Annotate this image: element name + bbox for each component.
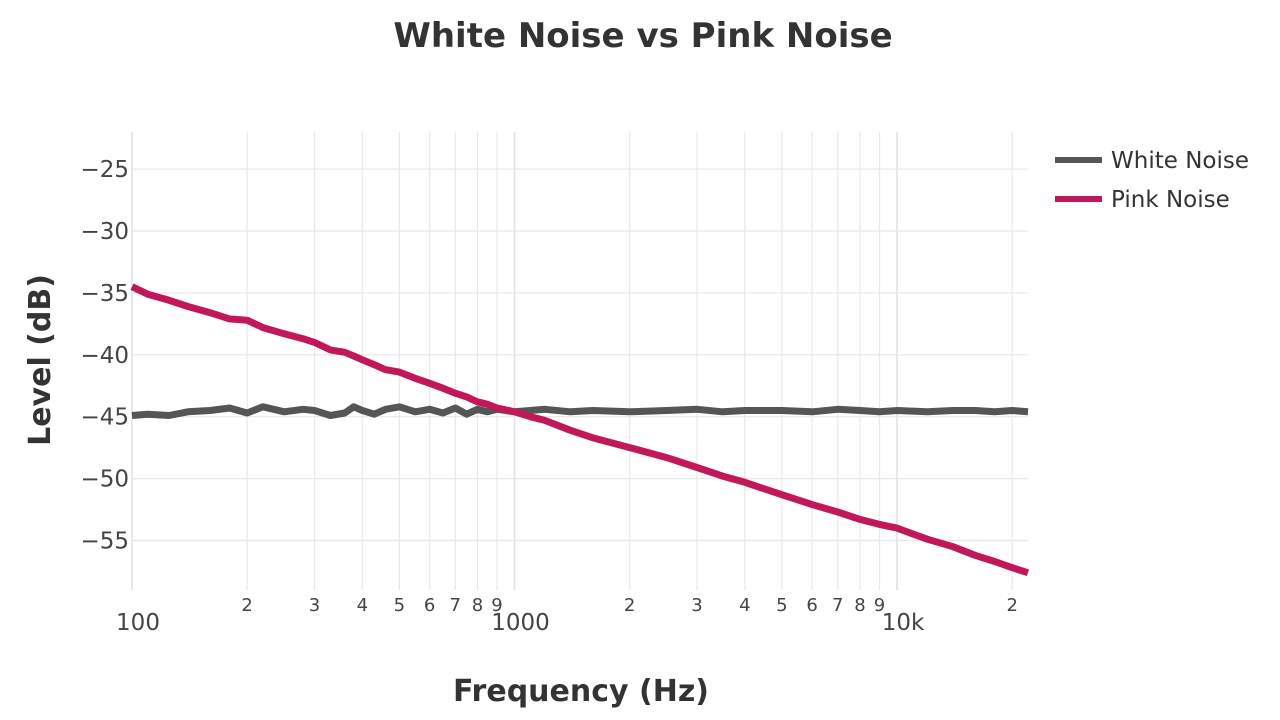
- legend-item-pink-noise[interactable]: Pink Noise: [1055, 187, 1230, 213]
- y-tick-label: −30: [80, 219, 129, 245]
- chart-title: White Noise vs Pink Noise: [393, 16, 893, 56]
- x-minor-tick-label: 2: [241, 595, 252, 616]
- x-minor-tick-label: 9: [874, 595, 885, 616]
- x-minor-tick-label: 8: [472, 595, 483, 616]
- x-minor-tick-label: 2: [1006, 595, 1017, 616]
- x-axis-title: Frequency (Hz): [453, 674, 709, 709]
- y-tick-label: −45: [80, 405, 129, 431]
- x-major-tick-label: 10k: [882, 610, 925, 636]
- y-axis-ticks: −25 −30 −35 −40 −45 −50 −55: [80, 157, 129, 554]
- legend: White Noise Pink Noise: [1055, 148, 1249, 213]
- legend-item-white-noise[interactable]: White Noise: [1055, 148, 1249, 174]
- y-tick-label: −25: [80, 157, 129, 183]
- x-minor-tick-label: 5: [776, 595, 787, 616]
- x-major-tick-label: 1000: [491, 610, 550, 636]
- y-tick-label: −55: [80, 528, 129, 554]
- x-minor-tick-label: 3: [309, 595, 320, 616]
- x-minor-tick-label: 7: [832, 595, 843, 616]
- grid: [131, 132, 1028, 590]
- x-minor-tick-label: 2: [624, 595, 635, 616]
- x-minor-tick-label: 6: [424, 595, 435, 616]
- x-minor-tick-label: 9: [491, 595, 502, 616]
- y-tick-label: −35: [80, 281, 129, 307]
- legend-label: White Noise: [1111, 148, 1249, 174]
- y-axis-title: Level (dB): [23, 274, 58, 446]
- y-tick-label: −40: [80, 343, 129, 369]
- x-minor-tick-label: 4: [739, 595, 750, 616]
- x-major-tick-label: 100: [116, 610, 160, 636]
- x-minor-tick-label: 7: [450, 595, 461, 616]
- y-tick-label: −50: [80, 467, 129, 493]
- x-minor-tick-label: 4: [357, 595, 368, 616]
- series-layer: [130, 283, 1030, 577]
- x-minor-tick-label: 6: [806, 595, 817, 616]
- x-minor-tick-label: 3: [691, 595, 702, 616]
- legend-label: Pink Noise: [1111, 187, 1230, 213]
- x-minor-tick-label: 5: [394, 595, 405, 616]
- x-minor-tick-label: 8: [854, 595, 865, 616]
- series-line-white-noise: [131, 403, 1029, 419]
- series-line-pink-noise: [130, 283, 1030, 577]
